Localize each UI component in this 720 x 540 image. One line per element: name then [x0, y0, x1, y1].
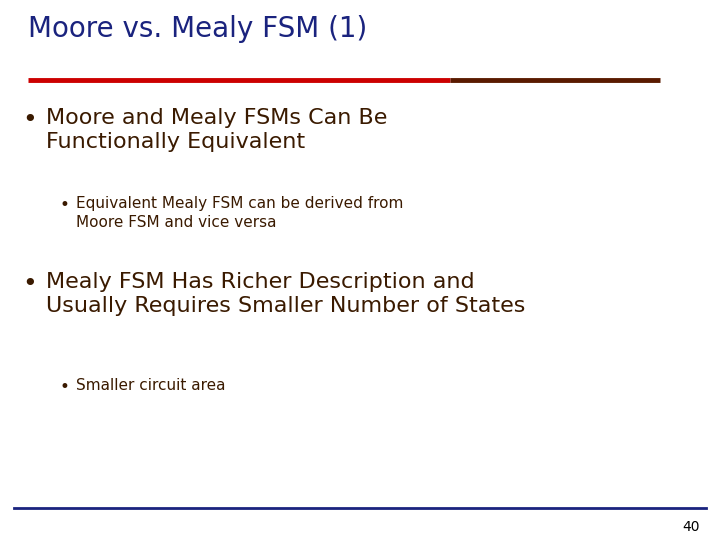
Text: Equivalent Mealy FSM can be derived from
Moore FSM and vice versa: Equivalent Mealy FSM can be derived from… [76, 196, 403, 229]
Text: •: • [60, 196, 70, 214]
Text: Mealy FSM Has Richer Description and
Usually Requires Smaller Number of States: Mealy FSM Has Richer Description and Usu… [46, 272, 526, 316]
Text: Moore and Mealy FSMs Can Be
Functionally Equivalent: Moore and Mealy FSMs Can Be Functionally… [46, 108, 387, 152]
Text: Moore vs. Mealy FSM (1): Moore vs. Mealy FSM (1) [28, 15, 367, 43]
Text: •: • [60, 378, 70, 396]
Text: •: • [22, 272, 37, 296]
Text: •: • [22, 108, 37, 132]
Text: 40: 40 [683, 520, 700, 534]
Text: Smaller circuit area: Smaller circuit area [76, 378, 225, 393]
